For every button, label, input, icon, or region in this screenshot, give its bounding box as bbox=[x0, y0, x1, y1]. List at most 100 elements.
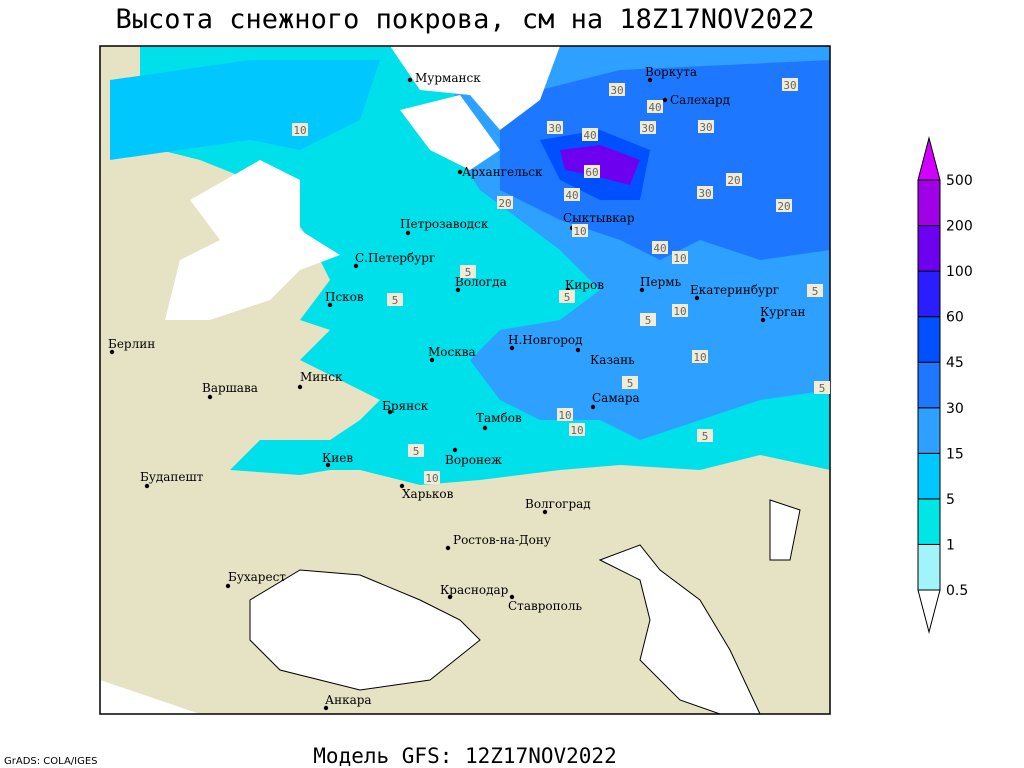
contour-label-bg bbox=[424, 471, 440, 484]
city-label: Салехард bbox=[670, 93, 730, 107]
city-dot bbox=[445, 545, 451, 551]
colorbar-label: 30 bbox=[946, 401, 964, 417]
city-dot bbox=[639, 287, 645, 293]
footer: Модель GFS: 12Z17NOV2022 bbox=[313, 744, 616, 768]
contour-label-bg bbox=[698, 120, 714, 133]
contour-label: 30 bbox=[698, 187, 711, 200]
city-label: Н.Новгород bbox=[508, 333, 583, 347]
city-dot bbox=[323, 705, 329, 711]
city-dot bbox=[455, 287, 461, 293]
city-label: Москва bbox=[428, 345, 476, 359]
contour-label: 60 bbox=[585, 166, 598, 179]
city-dot bbox=[207, 394, 213, 400]
contour-label-bg bbox=[557, 408, 573, 421]
contour-label-bg bbox=[572, 224, 588, 237]
city-dot bbox=[590, 404, 596, 410]
colorbar-label: 500 bbox=[946, 173, 973, 189]
city-label: Волгоград bbox=[525, 497, 591, 511]
contour-label-bg bbox=[584, 165, 600, 178]
map bbox=[99, 45, 831, 715]
city-dot bbox=[760, 317, 766, 323]
city-dot bbox=[647, 77, 653, 83]
city-dot bbox=[325, 462, 331, 468]
contour-label: 5 bbox=[413, 445, 420, 458]
colorbar-label: 45 bbox=[946, 355, 964, 371]
sea-barents bbox=[390, 46, 560, 130]
contour-label: 30 bbox=[641, 122, 654, 135]
city-dot bbox=[353, 263, 359, 269]
city-dot bbox=[457, 169, 463, 175]
city-dot bbox=[327, 302, 333, 308]
city-label: Мурманск bbox=[415, 71, 481, 85]
city-dot bbox=[399, 483, 405, 489]
contour-label: 10 bbox=[673, 305, 686, 318]
contour-label: 20 bbox=[498, 197, 511, 210]
city-label: Ставрополь bbox=[508, 599, 582, 613]
city-dot bbox=[297, 384, 303, 390]
city-dot bbox=[387, 409, 393, 415]
city-label: Ростов-на-Дону bbox=[453, 533, 551, 547]
contour-label-bg bbox=[559, 290, 575, 303]
colorbar-box bbox=[917, 270, 941, 318]
colorbar-label: 15 bbox=[946, 446, 964, 462]
colorbar-label: 60 bbox=[946, 310, 964, 326]
contour-label: 30 bbox=[548, 122, 561, 135]
map-frame bbox=[99, 45, 831, 715]
contour-label: 10 bbox=[558, 409, 571, 422]
city-label: Сыктывкар bbox=[563, 211, 635, 225]
city-dot bbox=[542, 509, 548, 515]
sea-baltic bbox=[165, 160, 340, 320]
contour-label: 10 bbox=[293, 124, 306, 137]
contour-label: 5 bbox=[465, 266, 472, 279]
city-label: Курган bbox=[760, 305, 805, 319]
contour-label-bg bbox=[564, 188, 580, 201]
contour-label-bg bbox=[652, 241, 668, 254]
city-label: Харьков bbox=[402, 487, 454, 501]
contour-label: 5 bbox=[392, 294, 399, 307]
sea-black bbox=[249, 569, 481, 691]
colorbar-label: 0.5 bbox=[946, 583, 968, 599]
contour-label: 10 bbox=[673, 252, 686, 265]
city-dot bbox=[452, 447, 458, 453]
contour-label: 5 bbox=[812, 285, 819, 298]
title: Высота снежного покрова, см на 18Z17NOV2… bbox=[116, 4, 815, 35]
contour-label-bg bbox=[292, 123, 308, 136]
city-dot bbox=[405, 230, 411, 236]
city-label: Вологда bbox=[455, 275, 507, 289]
contour-label-bg bbox=[697, 186, 713, 199]
contour-label: 30 bbox=[783, 79, 796, 92]
city-label: Тамбов bbox=[476, 411, 522, 425]
contour-label: 10 bbox=[425, 472, 438, 485]
contour-label: 30 bbox=[610, 84, 623, 97]
city-label: Минск bbox=[300, 370, 343, 384]
contour-label: 10 bbox=[570, 424, 583, 437]
city-label: Петрозаводск bbox=[400, 217, 489, 231]
contour-label: 20 bbox=[727, 174, 740, 187]
city-label: Казань bbox=[590, 353, 635, 367]
city-dot bbox=[407, 77, 413, 83]
contour-label: 40 bbox=[653, 242, 666, 255]
contour-label-bg bbox=[609, 83, 625, 96]
colorbar-label: 100 bbox=[946, 264, 973, 280]
contour-label: 5 bbox=[627, 377, 634, 390]
labels: Мурманск Воркута Салехард Архангельск Сыктыв… bbox=[108, 65, 830, 711]
snow-2 bbox=[110, 60, 380, 160]
contour-label-bg bbox=[640, 121, 656, 134]
city-label: Киев bbox=[322, 451, 353, 465]
city-label: Екатеринбург bbox=[690, 283, 779, 297]
contour-label-bg bbox=[640, 313, 656, 326]
contour-label-bg bbox=[547, 121, 563, 134]
contour-label-bg bbox=[387, 293, 403, 306]
contour-label: 20 bbox=[777, 200, 790, 213]
city-dot bbox=[225, 583, 231, 589]
contour-label: 10 bbox=[573, 225, 586, 238]
colorbar-box bbox=[917, 316, 941, 363]
colorbar-box bbox=[917, 498, 941, 545]
contour-label-bg bbox=[569, 423, 585, 436]
city-label: Будапешт bbox=[140, 470, 204, 484]
contour-label-bg bbox=[692, 350, 708, 363]
colorbar-high bbox=[917, 136, 941, 181]
contour-label-bg bbox=[814, 381, 830, 394]
city-dot bbox=[509, 594, 515, 600]
